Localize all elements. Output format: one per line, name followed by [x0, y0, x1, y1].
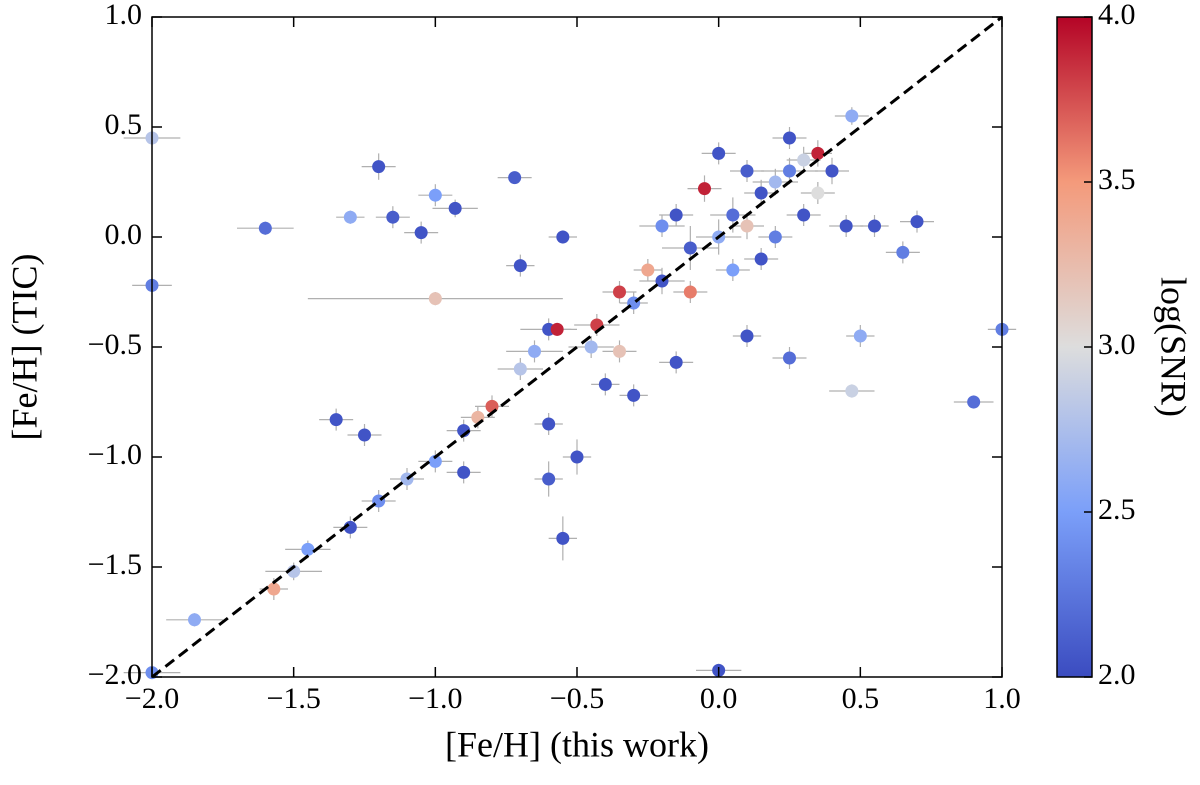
data-point — [712, 146, 726, 160]
x-tick-label: −1.0 — [408, 682, 462, 715]
data-point — [825, 164, 839, 178]
data-point — [655, 219, 669, 233]
data-point — [584, 340, 598, 354]
data-point — [513, 362, 527, 376]
data-point — [641, 263, 655, 277]
y-tick-label: −0.5 — [88, 328, 142, 361]
data-point — [358, 428, 371, 442]
data-point — [683, 241, 697, 255]
data-point — [845, 109, 859, 123]
data-point — [627, 388, 641, 402]
y-tick-label: −2.0 — [88, 658, 142, 691]
data-point — [910, 215, 924, 229]
data-point — [726, 263, 740, 277]
data-point — [669, 208, 683, 222]
data-point — [740, 329, 754, 343]
colorbar-tick-label: 3.5 — [1098, 163, 1136, 196]
data-point — [797, 153, 811, 167]
data-point — [556, 230, 570, 244]
data-point — [768, 230, 782, 244]
reference-line — [151, 15, 1003, 679]
y-axis-label: [Fe/H] (TIC) — [4, 254, 44, 441]
data-point — [542, 472, 556, 486]
data-point — [669, 355, 683, 369]
data-point — [783, 164, 796, 178]
data-point — [556, 531, 570, 545]
data-point — [811, 186, 825, 200]
data-point — [613, 285, 626, 299]
x-tick-label: 0.0 — [700, 682, 738, 715]
data-point — [329, 413, 343, 427]
data-point — [428, 188, 442, 202]
y-tick-label: 1.0 — [105, 0, 143, 31]
x-tick-label: 0.5 — [842, 682, 880, 715]
data-point — [683, 285, 697, 299]
data-point — [845, 384, 859, 398]
colorbar-label: log(SNR) — [1154, 277, 1194, 417]
data-point — [372, 160, 386, 174]
x-tick-label: −2.0 — [125, 682, 179, 715]
data-point — [754, 186, 768, 200]
data-point — [740, 219, 754, 233]
colorbar-tick-label: 2.0 — [1098, 658, 1136, 691]
data-point — [797, 208, 811, 222]
colorbar-tick-label: 3.0 — [1098, 328, 1136, 361]
data-point — [457, 465, 471, 479]
data-point — [267, 582, 281, 596]
data-point — [301, 542, 315, 556]
data-point — [613, 344, 626, 358]
x-tick-label: −0.5 — [550, 682, 604, 715]
data-point — [598, 377, 612, 391]
data-point — [343, 210, 357, 224]
data-point — [428, 454, 442, 468]
data-point — [513, 259, 527, 273]
x-tick-label: 1.0 — [983, 682, 1021, 715]
data-point — [258, 221, 272, 235]
data-point — [853, 329, 867, 343]
y-tick-label: 0.5 — [105, 108, 143, 141]
data-point — [188, 613, 201, 627]
data-point — [868, 219, 881, 233]
data-point — [528, 344, 541, 358]
data-point — [448, 201, 462, 215]
y-tick-label: −1.0 — [88, 438, 142, 471]
plot-area — [123, 15, 1017, 680]
data-point — [896, 245, 910, 259]
data-point — [542, 417, 556, 431]
y-tick-label: 0.0 — [105, 218, 143, 251]
data-point — [550, 322, 564, 336]
data-point — [698, 182, 711, 196]
data-point — [839, 219, 853, 233]
data-point — [783, 131, 796, 145]
data-point — [386, 210, 400, 224]
y-tick-label: −1.5 — [88, 548, 142, 581]
data-point — [570, 450, 584, 464]
x-axis-label: [Fe/H] (this work) — [445, 724, 709, 764]
data-point — [754, 252, 768, 266]
data-point — [768, 175, 782, 189]
data-point — [740, 164, 754, 178]
data-point — [428, 292, 442, 306]
data-point — [811, 146, 825, 160]
data-point — [783, 351, 796, 365]
x-tick-label: −1.5 — [266, 682, 320, 715]
data-point — [508, 171, 522, 185]
colorbar-tick-label: 2.5 — [1098, 493, 1136, 526]
colorbar-tick-label: 4.0 — [1098, 0, 1136, 31]
data-point — [726, 208, 740, 222]
data-point — [967, 395, 981, 409]
data-point — [414, 226, 428, 240]
